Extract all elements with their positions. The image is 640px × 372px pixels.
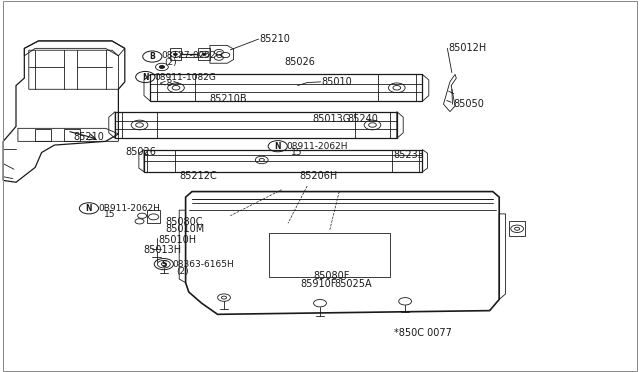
Circle shape (202, 53, 206, 55)
Circle shape (369, 123, 376, 127)
Text: 08363-6165H: 08363-6165H (173, 260, 234, 269)
Text: 85013G: 85013G (312, 114, 351, 124)
Text: S: S (161, 260, 166, 269)
Text: 85050: 85050 (453, 99, 484, 109)
Text: 08127-0252G: 08127-0252G (161, 51, 223, 60)
Text: 85210: 85210 (259, 34, 290, 44)
Text: 08911-1082G: 08911-1082G (154, 73, 216, 81)
Circle shape (393, 86, 401, 90)
Text: B: B (150, 52, 155, 61)
Text: 15: 15 (291, 148, 303, 157)
Text: 85210B: 85210B (209, 94, 247, 104)
Text: 85010: 85010 (321, 77, 352, 87)
Text: 85233: 85233 (393, 151, 424, 160)
Text: 85013H: 85013H (143, 245, 182, 255)
Text: 85010H: 85010H (159, 235, 197, 245)
Text: 85026: 85026 (125, 147, 156, 157)
Text: 15: 15 (104, 210, 116, 219)
Text: 85080F: 85080F (314, 271, 350, 281)
Text: 85026: 85026 (285, 58, 316, 67)
Text: N: N (142, 73, 148, 81)
Text: 85210: 85210 (74, 132, 104, 142)
Text: 85910F: 85910F (301, 279, 337, 289)
Text: 85010M: 85010M (165, 224, 204, 234)
Text: *850C 0077: *850C 0077 (394, 328, 451, 338)
Circle shape (221, 296, 227, 299)
Text: 85012H: 85012H (448, 44, 486, 53)
Text: 0B911-2062H: 0B911-2062H (98, 204, 160, 213)
Text: (2): (2) (164, 58, 177, 67)
Text: N: N (86, 204, 92, 213)
Text: N: N (275, 142, 281, 151)
Text: 85025A: 85025A (335, 279, 372, 289)
Text: 08911-2062H: 08911-2062H (287, 142, 348, 151)
Text: 85212C: 85212C (180, 171, 218, 181)
Circle shape (259, 158, 264, 161)
Circle shape (172, 86, 180, 90)
Circle shape (161, 263, 166, 266)
Text: 85206H: 85206H (299, 171, 337, 181)
Circle shape (515, 227, 520, 230)
Text: 85240: 85240 (348, 114, 378, 124)
Circle shape (136, 123, 143, 127)
Text: <8>: <8> (159, 79, 180, 88)
Text: 85080C: 85080C (165, 217, 203, 227)
Text: (2): (2) (177, 267, 189, 276)
Circle shape (173, 53, 177, 55)
Circle shape (159, 65, 164, 68)
